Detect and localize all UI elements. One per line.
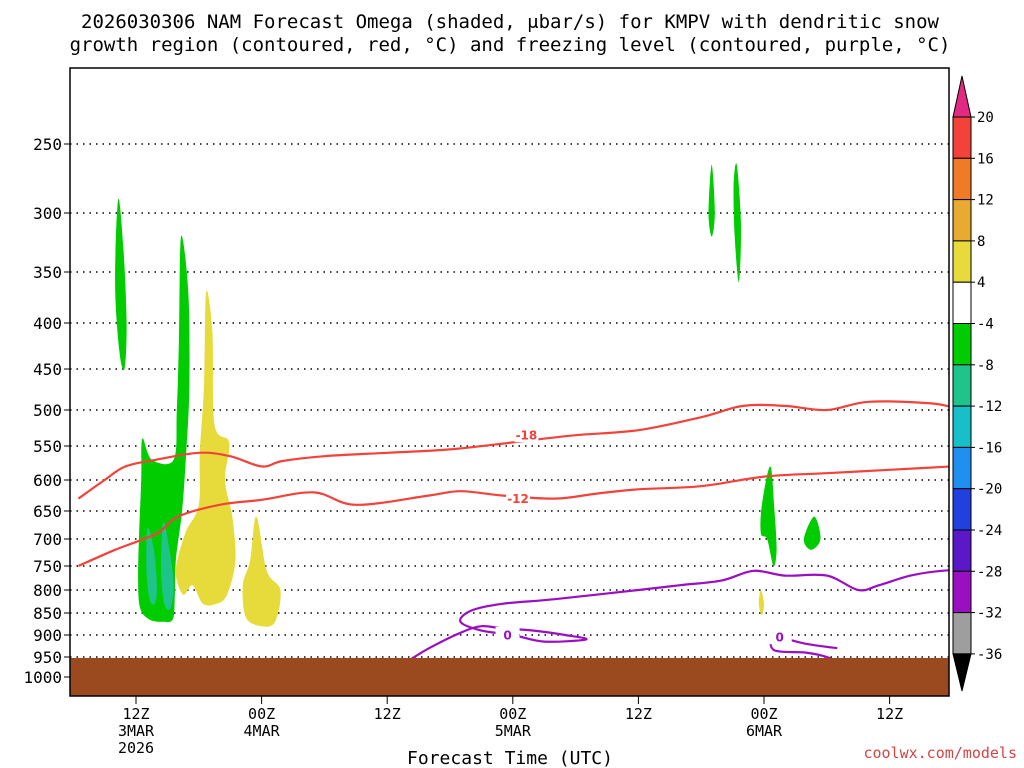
y-tick-label-900: 900 (33, 626, 62, 645)
y-tick-label-500: 500 (33, 401, 62, 420)
colorbar-label-11: -28 (977, 564, 1002, 580)
y-tick-label-1000: 1000 (23, 668, 62, 687)
colorbar-label-13: -36 (977, 647, 1002, 663)
colorbar-label-9: -20 (977, 482, 1002, 498)
x-tick-label-24-0: 12Z (374, 705, 401, 723)
x-tick-label-72-0: 12Z (876, 705, 903, 723)
y-tick-label-350: 350 (33, 263, 62, 282)
y-tick-label-950: 950 (33, 648, 62, 667)
contour-label-3: 0 (503, 629, 511, 643)
y-tick-label-250: 250 (33, 135, 62, 154)
x-tick-label-48-0: 12Z (625, 705, 652, 723)
colorbar-bottom-triangle (952, 653, 972, 692)
colorbar-segment-6 (952, 323, 972, 366)
chart-title-line-1: 2026030306 NAM Forecast Omega (shaded, μ… (81, 11, 939, 33)
omega-region-4 (161, 521, 174, 610)
colorbar-segment-11 (952, 529, 972, 572)
y-tick-label-400: 400 (33, 314, 62, 333)
x-tick-label-12-0: 00Z (248, 705, 275, 723)
y-tick-label-650: 650 (33, 502, 62, 521)
colorbar-label-0: 20 (977, 110, 994, 126)
contour-label-4: 0 (776, 631, 784, 645)
colorbar-top-triangle (952, 75, 972, 118)
x-tick-label-12-1: 4MAR (244, 722, 281, 740)
colorbar-segment-12 (952, 570, 972, 614)
y-tick-label-750: 750 (33, 557, 62, 576)
colorbar-label-8: -16 (977, 440, 1002, 456)
omega-region-11 (758, 590, 765, 616)
ground-terrain (70, 658, 949, 696)
omega-region-8 (803, 516, 821, 550)
colorbar-label-10: -24 (977, 523, 1002, 539)
contour-line-2 (77, 465, 949, 568)
colorbar-segment-7 (952, 364, 972, 407)
colorbar-label-4: 4 (977, 275, 985, 291)
colorbar-segment-9 (952, 446, 972, 490)
omega-region-2 (138, 235, 190, 623)
x-tick-label-0-1: 3MAR (118, 722, 155, 740)
colorbar-segment-1 (952, 116, 972, 159)
colorbar-label-3: 8 (977, 234, 985, 250)
contour-layer: -18 -12 0 0 (77, 400, 949, 679)
colorbar-segment-2 (952, 157, 972, 201)
x-tick-label-60-1: 6MAR (746, 722, 783, 740)
colorbar-segment-8 (952, 405, 972, 448)
contour-line-1 (77, 400, 949, 500)
colorbar-segment-4 (952, 240, 972, 283)
x-tick-label-0-2: 2026 (118, 739, 154, 757)
colorbar-segment-13 (952, 612, 972, 655)
omega-region-1 (115, 198, 127, 371)
colorbar-label-1: 16 (977, 151, 994, 167)
omega-region-10 (242, 516, 281, 627)
y-tick-label-700: 700 (33, 530, 62, 549)
credit-text: coolwx.com/models (863, 744, 1017, 762)
x-axis-label: Forecast Time (UTC) (407, 748, 613, 768)
x-tick-label-36-0: 00Z (499, 705, 526, 723)
colorbar-label-12: -32 (977, 606, 1002, 622)
y-tick-label-800: 800 (33, 581, 62, 600)
omega-region-5 (708, 164, 715, 237)
colorbar-segment-10 (952, 488, 972, 531)
chart-title-line-2: growth region (contoured, red, °C) and f… (70, 34, 951, 56)
omega-region-6 (733, 163, 742, 283)
contour-label-bg-4 (767, 629, 792, 645)
x-tick-label-60-0: 00Z (750, 705, 777, 723)
colorbar-segment-3 (952, 199, 972, 242)
colorbar: 20 16 12 8 4 -4 -8 -12 -16 -20 -24 -28 -32 -36 (952, 75, 1002, 692)
contour-label-1: -18 (516, 429, 538, 443)
x-tick-label-36-1: 5MAR (495, 722, 532, 740)
y-tick-label-300: 300 (33, 204, 62, 223)
y-tick-label-600: 600 (33, 471, 62, 490)
omega-region-9 (175, 290, 236, 606)
y-tick-label-850: 850 (33, 604, 62, 623)
contour-label-bg-2 (506, 490, 531, 506)
contour-label-bg-3 (495, 627, 520, 642)
colorbar-label-6: -8 (977, 358, 994, 374)
y-tick-label-450: 450 (33, 360, 62, 379)
y-tick-label-550: 550 (33, 437, 62, 456)
plot-frame (69, 67, 950, 697)
omega-shading-layer (115, 163, 821, 627)
omega-region-3 (146, 527, 157, 605)
colorbar-label-7: -12 (977, 399, 1002, 415)
colorbar-label-5: -4 (977, 317, 994, 333)
colorbar-label-2: 12 (977, 193, 994, 209)
x-tick-label-0-0: 12Z (122, 705, 149, 723)
contour-label-bg-1 (514, 427, 539, 443)
colorbar-segment-5 (952, 281, 972, 325)
y-axis-ticks: 250 300 350 400 450 500 550 600 650 700 750 800 850 9… (23, 135, 70, 687)
omega-region-7 (760, 466, 777, 567)
contour-label-2: -12 (507, 492, 529, 506)
